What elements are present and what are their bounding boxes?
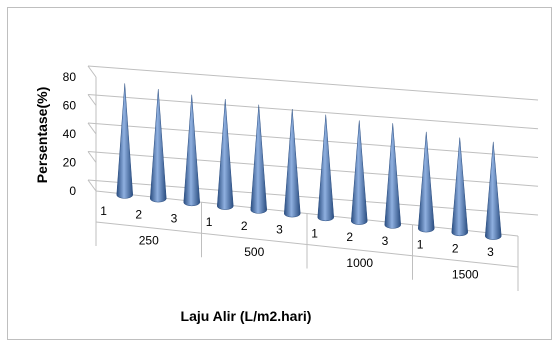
group-label: 250 — [139, 234, 159, 248]
y-tick-label: 0 — [69, 184, 76, 198]
category-label: 3 — [171, 211, 178, 225]
category-label: 2 — [241, 219, 248, 233]
category-label: 1 — [417, 238, 424, 252]
group-label: 1500 — [452, 267, 479, 281]
gridline — [87, 94, 539, 130]
gridline — [87, 94, 97, 106]
y-tick-label: 20 — [63, 156, 77, 170]
category-label: 2 — [452, 241, 459, 255]
cone-bar — [149, 89, 167, 203]
gridline — [87, 151, 97, 163]
category-label: 1 — [206, 215, 213, 229]
cone-bar — [350, 120, 368, 225]
cone-bar — [183, 94, 201, 207]
cones — [116, 83, 502, 240]
cone-bar — [384, 123, 402, 229]
x-axis-title: Laju Alir (L/m2.hari) — [181, 308, 312, 324]
cone-bar — [417, 131, 435, 233]
group-label: 500 — [244, 245, 264, 259]
category-label: 2 — [346, 230, 353, 244]
cone-bar — [283, 109, 301, 218]
cone-bar — [216, 99, 234, 210]
cone-chart: 0 20 40 60 80 250 1 2 3 500 1 2 3 1000 1 2 3 1500 1 2 3 Pers… — [34, 65, 539, 324]
category-label: 2 — [135, 208, 142, 222]
y-axis-title: Persentase(%) — [34, 87, 50, 184]
subgroup-divider — [95, 221, 519, 268]
cone-bar — [484, 141, 502, 240]
group-label: 1000 — [346, 256, 373, 270]
cone-bar — [317, 114, 335, 222]
gridline — [87, 122, 97, 135]
gridline — [87, 179, 97, 192]
cone-bar — [451, 137, 469, 237]
gridline — [87, 65, 97, 78]
y-tick-label: 80 — [63, 70, 77, 84]
gridline — [87, 122, 539, 158]
category-label: 3 — [487, 245, 494, 259]
category-label: 3 — [382, 234, 389, 248]
category-label: 1 — [311, 226, 318, 240]
y-tick-label: 40 — [63, 127, 77, 141]
cone-bar — [250, 104, 268, 214]
category-label: 3 — [276, 223, 283, 237]
labels: 0 20 40 60 80 250 1 2 3 500 1 2 3 1000 1 2 3 1500 1 2 3 — [63, 70, 494, 281]
y-tick-label: 60 — [63, 99, 77, 113]
category-label: 1 — [100, 204, 107, 218]
chart-area: 0 20 40 60 80 250 1 2 3 500 1 2 3 1000 1 2 3 1500 1 2 3 Pers… — [7, 7, 552, 340]
cone-bar — [116, 83, 134, 199]
gridline — [87, 65, 539, 101]
